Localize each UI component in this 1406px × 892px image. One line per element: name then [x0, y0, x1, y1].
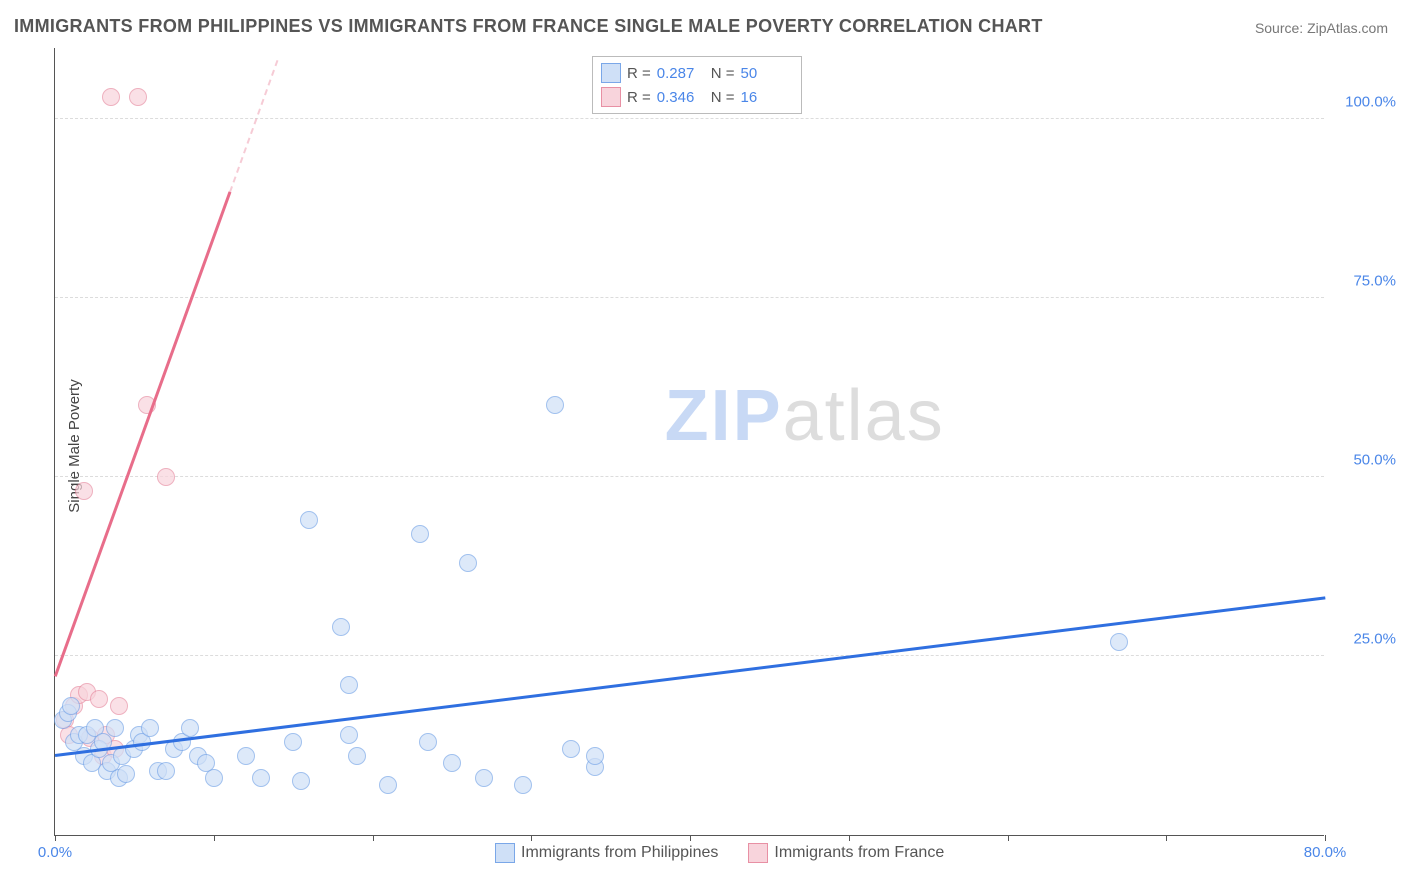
legend-row-philippines: R = 0.287 N = 50 — [601, 61, 789, 85]
x-tick-mark — [55, 835, 56, 841]
philippines-marker — [237, 747, 255, 765]
x-tick-mark — [373, 835, 374, 841]
legend-label-philippines: Immigrants from Philippines — [521, 844, 718, 862]
philippines-marker — [292, 772, 310, 790]
philippines-marker — [459, 554, 477, 572]
philippines-marker — [419, 733, 437, 751]
philippines-marker — [157, 762, 175, 780]
gridline — [55, 655, 1324, 656]
philippines-marker — [1110, 633, 1128, 651]
trend-line — [229, 60, 279, 193]
france-marker — [90, 690, 108, 708]
y-tick-label: 50.0% — [1332, 451, 1396, 468]
x-tick-label: 80.0% — [1304, 844, 1347, 861]
philippines-marker — [252, 769, 270, 787]
philippines-marker — [332, 618, 350, 636]
philippines-marker — [546, 396, 564, 414]
legend-series: Immigrants from Philippines Immigrants f… — [495, 843, 944, 863]
x-tick-mark — [849, 835, 850, 841]
philippines-marker — [586, 747, 604, 765]
watermark-atlas: atlas — [783, 376, 945, 456]
trend-line — [55, 596, 1325, 756]
n-value-fr: 16 — [741, 89, 789, 106]
france-marker — [129, 88, 147, 106]
legend-row-france: R = 0.346 N = 16 — [601, 85, 789, 109]
x-tick-mark — [1325, 835, 1326, 841]
swatch-france-bottom — [748, 843, 768, 863]
y-tick-label: 75.0% — [1332, 272, 1396, 289]
philippines-marker — [562, 740, 580, 758]
philippines-marker — [475, 769, 493, 787]
y-tick-label: 25.0% — [1332, 630, 1396, 647]
n-label-ph: N = — [711, 65, 735, 82]
n-label-fr: N = — [711, 89, 735, 106]
philippines-marker — [514, 776, 532, 794]
trend-line — [54, 192, 231, 677]
philippines-marker — [411, 525, 429, 543]
swatch-france — [601, 87, 621, 107]
gridline — [55, 118, 1324, 119]
philippines-marker — [62, 697, 80, 715]
philippines-marker — [205, 769, 223, 787]
philippines-marker — [117, 765, 135, 783]
france-marker — [110, 697, 128, 715]
plot-area: ZIPatlas R = 0.287 N = 50 R = 0.346 N = … — [54, 48, 1324, 836]
philippines-marker — [340, 676, 358, 694]
x-tick-mark — [214, 835, 215, 841]
r-value-fr: 0.346 — [657, 89, 705, 106]
legend-label-france: Immigrants from France — [774, 844, 944, 862]
x-tick-mark — [1008, 835, 1009, 841]
gridline — [55, 297, 1324, 298]
philippines-marker — [284, 733, 302, 751]
philippines-marker — [379, 776, 397, 794]
philippines-marker — [300, 511, 318, 529]
philippines-marker — [106, 719, 124, 737]
chart-title: IMMIGRANTS FROM PHILIPPINES VS IMMIGRANT… — [14, 16, 1043, 37]
x-tick-mark — [531, 835, 532, 841]
legend-stats: R = 0.287 N = 50 R = 0.346 N = 16 — [592, 56, 802, 114]
n-value-ph: 50 — [741, 65, 789, 82]
watermark-zip: ZIP — [665, 376, 783, 456]
france-marker — [102, 88, 120, 106]
source-label: Source: ZipAtlas.com — [1255, 20, 1388, 36]
y-tick-label: 100.0% — [1332, 93, 1396, 110]
x-tick-mark — [1166, 835, 1167, 841]
chart-container: IMMIGRANTS FROM PHILIPPINES VS IMMIGRANT… — [0, 0, 1406, 892]
philippines-marker — [141, 719, 159, 737]
x-tick-label: 0.0% — [38, 844, 72, 861]
watermark: ZIPatlas — [665, 375, 945, 457]
gridline — [55, 476, 1324, 477]
x-tick-mark — [690, 835, 691, 841]
r-label-ph: R = — [627, 65, 651, 82]
philippines-marker — [443, 754, 461, 772]
france-marker — [75, 482, 93, 500]
philippines-marker — [348, 747, 366, 765]
swatch-philippines — [601, 63, 621, 83]
r-value-ph: 0.287 — [657, 65, 705, 82]
france-marker — [157, 468, 175, 486]
r-label-fr: R = — [627, 89, 651, 106]
philippines-marker — [181, 719, 199, 737]
swatch-philippines-bottom — [495, 843, 515, 863]
philippines-marker — [340, 726, 358, 744]
